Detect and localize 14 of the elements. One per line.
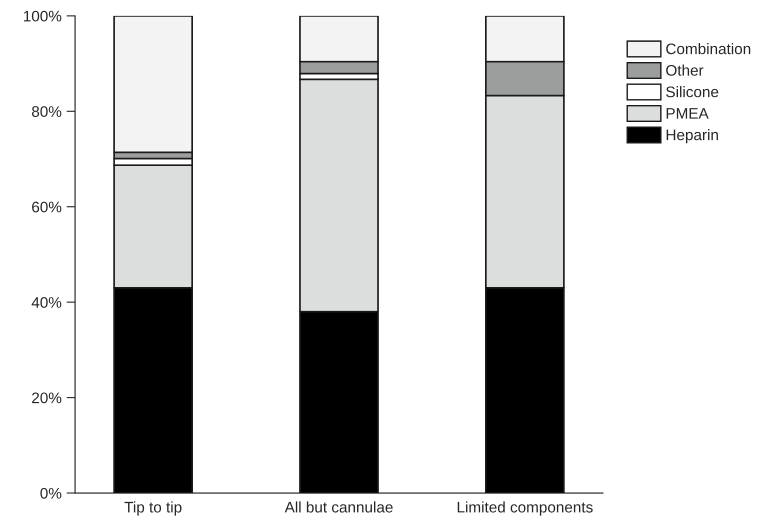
x-tick-label: Limited components bbox=[458, 501, 593, 516]
x-tick-label: Tip to tip bbox=[124, 501, 182, 516]
legend-label: Heparin bbox=[666, 129, 718, 144]
y-tick-label: 40% bbox=[32, 297, 62, 308]
y-tick-label: 100% bbox=[24, 10, 62, 22]
x-tick-label: All but cannulae bbox=[284, 501, 393, 513]
legend-label: PMEA bbox=[666, 108, 709, 119]
legend-label: Silicone bbox=[666, 86, 718, 98]
legend-label: Other bbox=[666, 64, 704, 76]
legend-label: Combination bbox=[666, 43, 750, 54]
y-tick-label: 0% bbox=[40, 488, 62, 499]
y-tick-label: 60% bbox=[32, 202, 62, 212]
y-tick-label: 20% bbox=[32, 392, 62, 404]
y-tick-label: 80% bbox=[32, 106, 62, 117]
